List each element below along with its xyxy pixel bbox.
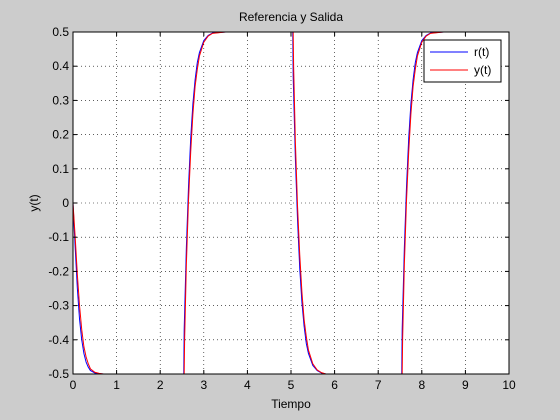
y-tick-label: -0.2: [48, 264, 69, 278]
grid: [73, 32, 509, 374]
x-tick-label: 8: [418, 378, 425, 392]
y-tick-label: 0.3: [52, 93, 69, 107]
y-tick-label: 0.4: [52, 59, 69, 73]
y-tick-label: 0.1: [52, 162, 69, 176]
y-tick-label: -0.4: [48, 333, 69, 347]
legend-label-y: y(t): [474, 63, 491, 77]
x-tick-label: 10: [502, 378, 516, 392]
ticks: [72, 31, 510, 375]
legend-box: [423, 39, 502, 83]
x-tick-label: 2: [157, 378, 164, 392]
y-tick-label: 0: [62, 196, 69, 210]
x-tick-label: 1: [113, 378, 120, 392]
y-axis-label: y(t): [27, 194, 41, 211]
y-tick-label: -0.3: [48, 299, 69, 313]
chart-title: Referencia y Salida: [239, 10, 343, 24]
y-tick-label: 0.2: [52, 128, 69, 142]
x-axis-label: Tiempo: [271, 397, 311, 411]
y-tick-label: 0.5: [52, 25, 69, 39]
y-tick-label: -0.5: [48, 367, 69, 381]
y-tick-label: -0.1: [48, 230, 69, 244]
x-tick-label: 3: [200, 378, 207, 392]
x-tick-label: 6: [331, 378, 338, 392]
x-tick-labels: 0 1 2 3 4 5 6 7 8 9 10: [70, 378, 516, 392]
x-tick-label: 9: [462, 378, 469, 392]
y-tick-labels: -0.5 -0.4 -0.3 -0.2 -0.1 0 0.1 0.2 0.3 0.4 0.5: [48, 25, 69, 381]
x-tick-label: 5: [288, 378, 295, 392]
axes-background: [73, 32, 509, 374]
x-tick-label: 7: [375, 378, 382, 392]
x-tick-label: 0: [70, 378, 77, 392]
x-tick-label: 4: [244, 378, 251, 392]
legend-label-r: r(t): [474, 45, 489, 59]
legend: r(t) y(t): [423, 39, 502, 83]
